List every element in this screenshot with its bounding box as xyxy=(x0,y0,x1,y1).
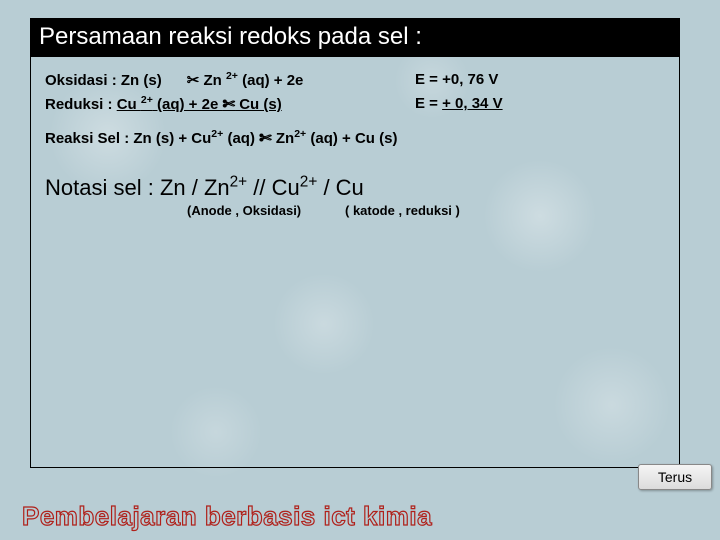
reaksi-mid2: Zn xyxy=(272,130,295,147)
oksidasi-lhs: Oksidasi : Zn (s) ✂ Zn 2+ (aq) + 2e xyxy=(45,71,415,89)
reaksi-sup2: 2+ xyxy=(294,128,306,140)
oksidasi-line: Oksidasi : Zn (s) ✂ Zn 2+ (aq) + 2e E = … xyxy=(45,71,665,89)
reduksi-underline: Cu 2+ (aq) + 2e ✄ Cu (s) xyxy=(117,96,282,113)
notasi-mid: // Cu xyxy=(247,175,300,200)
reduksi-line: Reduksi : Cu 2+ (aq) + 2e ✄ Cu (s) E = +… xyxy=(45,95,665,113)
arrow-icon: ✄ xyxy=(259,130,272,147)
oksidasi-tail: (aq) + 2e xyxy=(238,72,303,89)
notasi-sup1: 2+ xyxy=(230,174,248,191)
arrow-icon: ✂ xyxy=(187,72,200,89)
reduksi-prod: Cu (s) xyxy=(235,96,282,113)
oksidasi-species: Zn xyxy=(199,72,226,89)
reduksi-e-label: E = xyxy=(415,95,442,112)
reaksi-mid1: (aq) xyxy=(223,130,259,147)
reaksi-pre: Reaksi Sel : Zn (s) + Cu xyxy=(45,130,211,147)
footer-text: Pembelajaran berbasis ict kimia xyxy=(22,501,432,532)
arrow-icon: ✄ xyxy=(222,96,235,113)
electrode-labels: (Anode , Oksidasi)( katode , reduksi ) xyxy=(187,203,665,218)
notasi-body: Zn / Zn2+ // Cu2+ / Cu xyxy=(160,175,364,200)
reaksi-sup1: 2+ xyxy=(211,128,223,140)
slide-title: Persamaan reaksi redoks pada sel : xyxy=(31,19,679,57)
slide-frame: Persamaan reaksi redoks pada sel : Oksid… xyxy=(30,18,680,468)
reduksi-e: (aq) + 2e xyxy=(153,96,223,113)
notasi-sup2: 2+ xyxy=(300,174,318,191)
reduksi-potential: E = + 0, 34 V xyxy=(415,95,503,113)
oksidasi-potential: E = +0, 76 V xyxy=(415,71,498,89)
slide-content: Oksidasi : Zn (s) ✂ Zn 2+ (aq) + 2e E = … xyxy=(31,57,679,218)
notasi-pre: Zn / Zn xyxy=(160,175,230,200)
notasi-post: / Cu xyxy=(317,175,363,200)
notasi-sel-line: Notasi sel : Zn / Zn2+ // Cu2+ / Cu xyxy=(45,175,665,201)
cathode-label: ( katode , reduksi ) xyxy=(345,203,460,218)
reduksi-charge: 2+ xyxy=(141,94,153,106)
anode-label: (Anode , Oksidasi) xyxy=(187,203,345,218)
reduksi-lhs: Reduksi : Cu 2+ (aq) + 2e ✄ Cu (s) xyxy=(45,95,415,113)
oksidasi-charge: 2+ xyxy=(226,70,238,82)
reaksi-post: (aq) + Cu (s) xyxy=(306,130,397,147)
reaksi-sel-line: Reaksi Sel : Zn (s) + Cu2+ (aq) ✄ Zn2+ (… xyxy=(45,129,665,147)
notasi-label: Notasi sel : xyxy=(45,175,160,200)
oksidasi-pre: Oksidasi : Zn (s) xyxy=(45,72,187,89)
next-button[interactable]: Terus xyxy=(638,464,712,490)
reduksi-e-val: + 0, 34 V xyxy=(442,95,502,112)
reduksi-pre: Reduksi : xyxy=(45,96,117,113)
reduksi-cu: Cu xyxy=(117,96,141,113)
